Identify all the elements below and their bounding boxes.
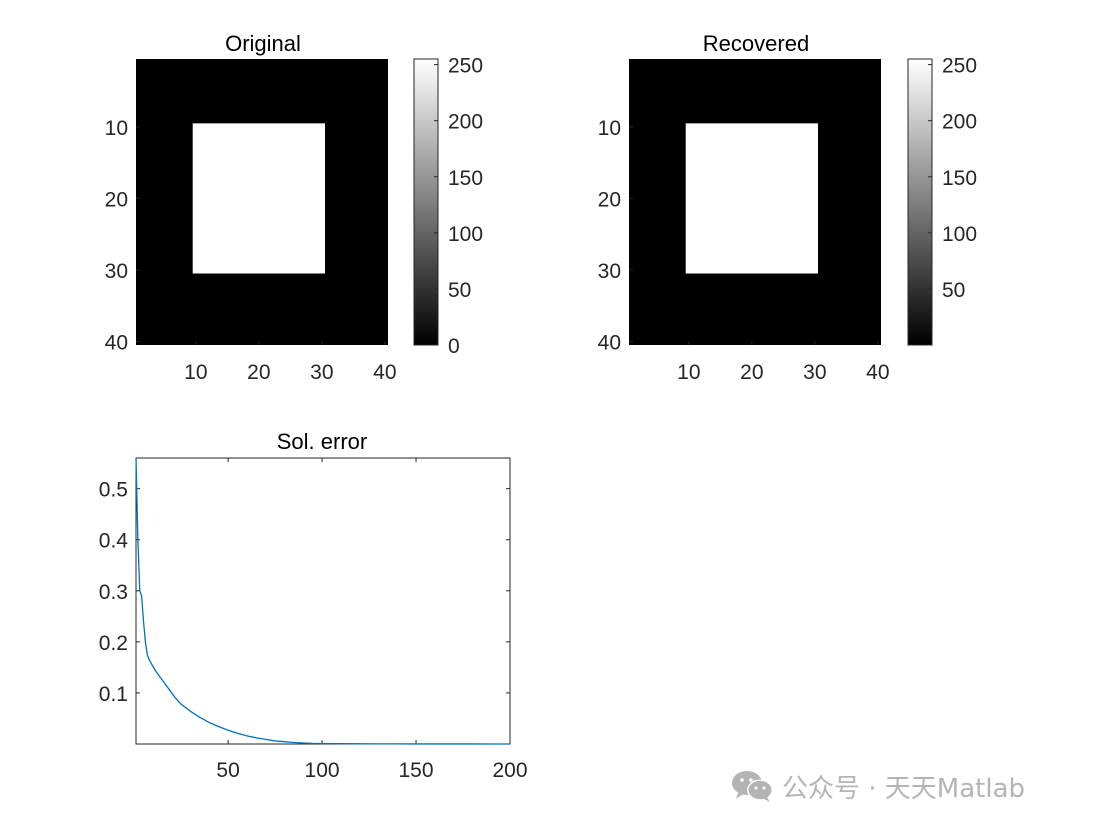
original-panel: Original 10 20 30 40 10 20 30 40 0 50 100 150 200 25… [105,31,483,384]
y-tick-label: 40 [598,331,621,354]
y-tick-label: 20 [105,188,128,211]
image-square [685,123,818,274]
axes-box [135,457,511,745]
watermark: 公众号 · 天天Matlab [730,768,1025,804]
x-tick-label: 30 [310,361,333,384]
recovered-colorbar: 50 100 150 200 250 [907,55,977,346]
x-tick-label: 200 [492,759,527,782]
colorbar-tick-label: 150 [942,167,977,190]
wechat-icon [732,771,773,802]
y-tick-label: 0.5 [99,479,128,502]
x-tick-label: 10 [184,361,207,384]
y-tick-label: 20 [598,188,621,211]
image-square [192,123,325,274]
x-tick-label: 150 [399,759,434,782]
y-tick-label: 0.3 [99,581,128,604]
y-tick-label: 30 [598,260,621,283]
original-colorbar: 0 50 100 150 200 250 [413,55,483,358]
error-title: Sol. error [277,429,367,454]
colorbar-tick-label: 50 [942,279,965,302]
colorbar-tick-label: 200 [942,111,977,134]
colorbar-tick-label: 50 [448,279,471,302]
original-axis-ticks: 10 20 30 40 10 20 30 40 [105,117,397,384]
y-tick-label: 10 [105,117,128,140]
y-tick-label: 30 [105,260,128,283]
error-panel: Sol. error 50 100 150 200 0.1 0.2 0.3 0.4 0.5 [99,429,528,782]
colorbar-tick-label: 200 [448,111,483,134]
x-tick-label: 40 [373,361,396,384]
recovered-panel: Recovered 10 20 30 40 10 20 30 40 50 100 150 200 25… [598,31,977,384]
error-axes [135,457,511,745]
watermark-text: 公众号 · 天天Matlab [782,773,1026,804]
x-tick-label: 30 [803,361,826,384]
recovered-axis-ticks: 10 20 30 40 10 20 30 40 [598,117,890,384]
colorbar-gradient [907,58,933,346]
x-tick-label: 20 [247,361,270,384]
colorbar-tick-label: 250 [448,55,483,78]
recovered-title: Recovered [703,31,809,56]
colorbar-tick-label: 150 [448,167,483,190]
y-tick-label: 0.4 [99,530,129,553]
x-tick-label: 20 [740,361,763,384]
x-tick-label: 50 [216,759,239,782]
error-line-series [135,457,511,745]
recovered-image [629,59,881,345]
colorbar-gradient [413,58,439,346]
colorbar-tick-label: 0 [448,335,460,358]
error-series-line [135,457,511,745]
error-axis-ticks: 50 100 150 200 0.1 0.2 0.3 0.4 0.5 [99,458,528,782]
y-tick-label: 0.1 [99,683,128,706]
colorbar-tick-label: 100 [448,223,483,246]
x-tick-label: 40 [866,361,889,384]
y-tick-label: 0.2 [99,632,128,655]
x-tick-label: 100 [305,759,340,782]
colorbar-tick-label: 250 [942,55,977,78]
x-tick-label: 10 [677,361,700,384]
original-title: Original [225,31,301,56]
colorbar-tick-label: 100 [942,223,977,246]
original-image [136,59,388,345]
y-tick-label: 10 [598,117,621,140]
y-tick-label: 40 [105,331,128,354]
